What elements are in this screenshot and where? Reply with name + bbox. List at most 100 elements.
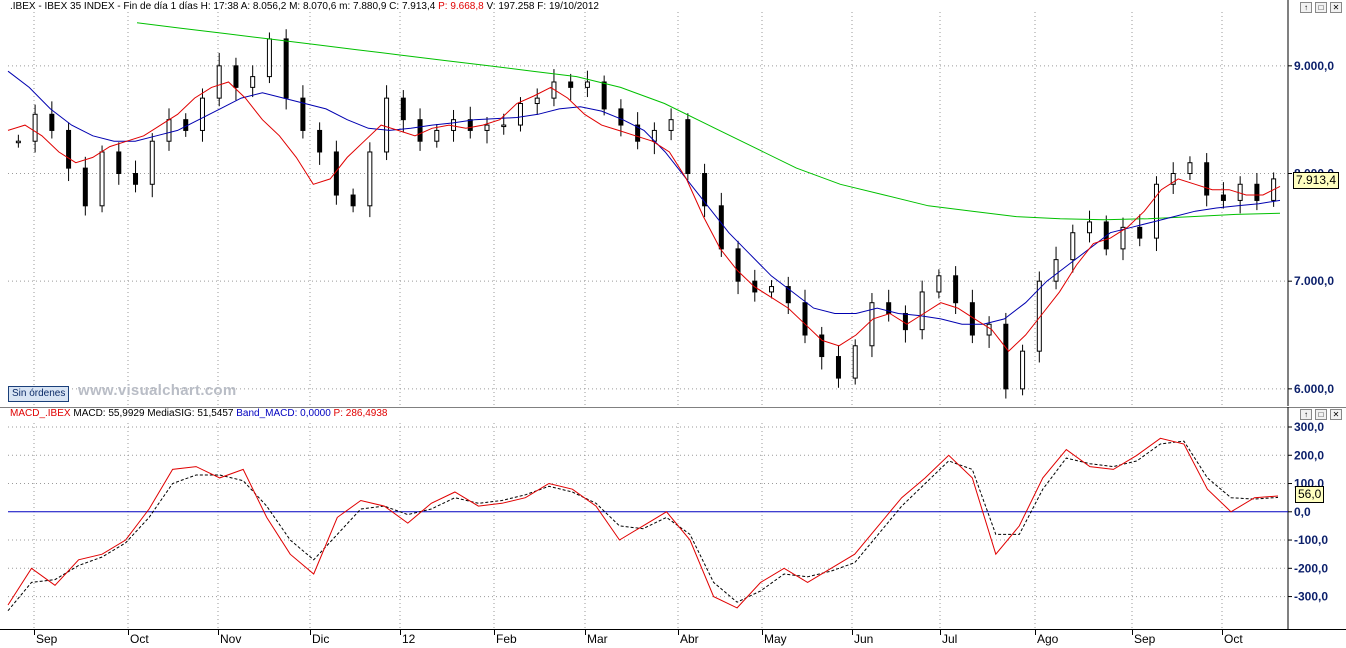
time-axis-tick bbox=[400, 630, 401, 635]
macd-maximize-button[interactable]: ↑ bbox=[1300, 409, 1312, 420]
candle-body bbox=[668, 119, 674, 131]
ma-mid-line bbox=[7, 70, 1281, 325]
close-button[interactable]: ✕ bbox=[1330, 2, 1342, 13]
candle-body bbox=[199, 97, 205, 131]
price-chart-pane[interactable]: 9.000,08.000,07.000,06.000,0 .IBEX - IBE… bbox=[0, 0, 1346, 406]
time-axis-tick bbox=[940, 630, 941, 635]
candle-body bbox=[317, 129, 323, 153]
ma-slow-line bbox=[136, 22, 1281, 221]
candle-body bbox=[350, 194, 356, 207]
time-axis-tick bbox=[1222, 630, 1223, 635]
time-axis: Sep Oct Nov Dic 12 Feb Mar Abr May Jun Jul Ago Sep Oc… bbox=[0, 629, 1346, 648]
candle-body bbox=[1053, 259, 1059, 282]
candle-body bbox=[1036, 280, 1042, 352]
candle-body bbox=[1220, 194, 1226, 201]
macd-header: MACD_.IBEX MACD: 55,9929 MediaSIG: 51,54… bbox=[10, 408, 387, 419]
watermark: www.visualchart.com bbox=[78, 382, 237, 399]
candle-body bbox=[1170, 173, 1176, 185]
time-axis-label: Sep bbox=[36, 632, 58, 646]
time-axis-tick bbox=[310, 630, 311, 635]
candle-body bbox=[685, 119, 691, 175]
candle-body bbox=[266, 38, 272, 78]
candle-body bbox=[635, 124, 641, 142]
macd-value-text: MACD: 55,9929 bbox=[73, 408, 145, 419]
candle-body bbox=[735, 248, 741, 282]
candle-body bbox=[953, 275, 959, 304]
candle-body bbox=[986, 323, 992, 336]
time-axis-tick bbox=[1132, 630, 1133, 635]
candle-body bbox=[417, 119, 423, 142]
p-value-text: P: 9.668,8 bbox=[438, 1, 484, 12]
candle-body bbox=[233, 65, 239, 88]
time-axis-tick bbox=[852, 630, 853, 635]
candle-body bbox=[1137, 226, 1143, 239]
candle-body bbox=[49, 113, 55, 131]
time-axis-tick bbox=[34, 630, 35, 635]
ma-fast-line bbox=[7, 81, 1281, 352]
candle-body bbox=[1254, 183, 1260, 201]
maximize-button[interactable]: ↑ bbox=[1300, 2, 1312, 13]
candle-body bbox=[1187, 162, 1193, 175]
candle-body bbox=[869, 302, 875, 347]
candle-body bbox=[902, 312, 908, 331]
candle-body bbox=[467, 119, 473, 131]
candle-body bbox=[802, 302, 808, 336]
volume-text: V: 197.258 bbox=[486, 1, 535, 12]
candle-body bbox=[769, 286, 775, 293]
time-axis-label: Nov bbox=[220, 632, 242, 646]
candle-body bbox=[116, 151, 122, 175]
candle-body bbox=[99, 151, 105, 207]
candle-body bbox=[32, 113, 38, 142]
macd-restore-button[interactable]: □ bbox=[1315, 409, 1327, 420]
macd-tick-label: -200,0 bbox=[1294, 561, 1328, 575]
candle-body bbox=[1204, 162, 1210, 196]
restore-button[interactable]: □ bbox=[1315, 2, 1327, 13]
macd-tick-label: 200,0 bbox=[1294, 448, 1324, 462]
price-header: .IBEX - IBEX 35 INDEX - Fin de día 1 día… bbox=[10, 1, 599, 12]
time-axis-label: Mar bbox=[587, 632, 608, 646]
time-axis-tick bbox=[762, 630, 763, 635]
macd-chart-pane[interactable]: 300,0 200,0 100,0 0,0 -100,0 -200,0 -300,0 MAC… bbox=[0, 407, 1346, 629]
sin-ordenes-button[interactable]: Sin órdenes bbox=[8, 386, 70, 402]
price-pane-buttons: ↑ □ ✕ bbox=[1300, 2, 1342, 13]
candle-body bbox=[584, 81, 590, 88]
time-axis-tick bbox=[218, 630, 219, 635]
candle-body bbox=[835, 356, 841, 379]
macd-p-text: P: 286,4938 bbox=[333, 408, 388, 419]
candle-body bbox=[283, 38, 289, 99]
time-axis-label: May bbox=[764, 632, 787, 646]
time-axis-label: Oct bbox=[130, 632, 149, 646]
signal-line bbox=[7, 440, 1279, 612]
candle-body bbox=[551, 81, 557, 99]
low-text: m: 7.880,9 bbox=[339, 1, 387, 12]
time-axis-label: Jun bbox=[854, 632, 874, 646]
price-chart-svg: 9.000,08.000,07.000,06.000,0 bbox=[7, 0, 1334, 406]
time-axis-label: Abr bbox=[680, 632, 699, 646]
candle-body bbox=[501, 124, 507, 128]
macd-tick-label: 0,0 bbox=[1294, 505, 1311, 519]
candle-body bbox=[1087, 221, 1093, 234]
candle-body bbox=[133, 173, 139, 185]
candle-body bbox=[1070, 232, 1076, 261]
candle-body bbox=[484, 124, 490, 131]
candle-body bbox=[451, 119, 457, 131]
time-axis-label: Ago bbox=[1037, 632, 1059, 646]
candle-body bbox=[517, 103, 523, 126]
candle-body bbox=[434, 129, 440, 142]
candle-body bbox=[166, 119, 172, 142]
time-axis-label: Jul bbox=[942, 632, 958, 646]
open-text: A: 8.056,2 bbox=[240, 1, 287, 12]
macd-tick-label: -100,0 bbox=[1294, 533, 1328, 547]
macd-close-button[interactable]: ✕ bbox=[1330, 409, 1342, 420]
macd-tick-label: 300,0 bbox=[1294, 420, 1324, 434]
candle-body bbox=[1120, 226, 1126, 250]
time-axis-tick bbox=[585, 630, 586, 635]
candle-body bbox=[1003, 323, 1009, 390]
candle-body bbox=[400, 97, 406, 121]
candle-body bbox=[718, 205, 724, 250]
candle-body bbox=[919, 291, 925, 331]
time-axis-label: Sep bbox=[1134, 632, 1156, 646]
candle-body bbox=[852, 345, 858, 379]
candle-body bbox=[601, 81, 607, 110]
